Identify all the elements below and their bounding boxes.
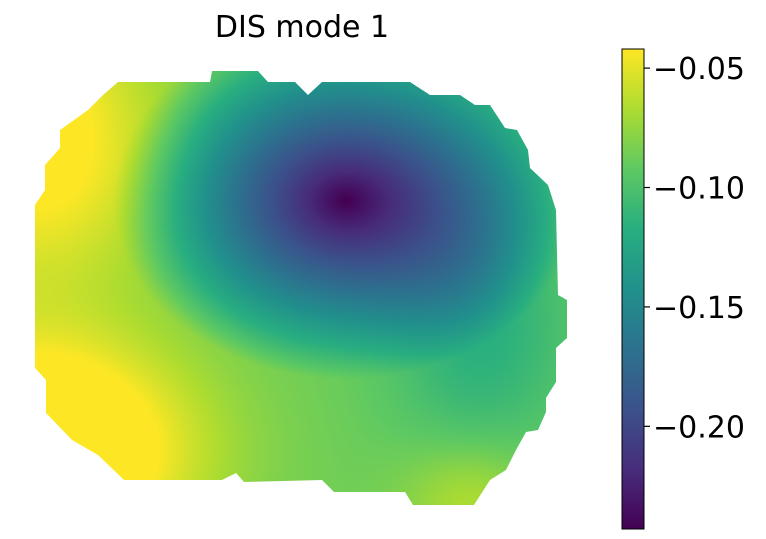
heatmap-field xyxy=(35,71,567,505)
colorbar-tick-label: −0.15 xyxy=(653,291,745,326)
chart-title: DIS mode 1 xyxy=(215,10,389,45)
colorbar-gradient xyxy=(621,48,645,530)
heatmap-canvas xyxy=(35,71,567,505)
colorbar: −0.05 −0.10 −0.15 −0.20 xyxy=(621,48,745,530)
colorbar-tick-label: −0.20 xyxy=(653,410,745,445)
colorbar-ticks: −0.05 −0.10 −0.15 −0.20 xyxy=(644,52,745,445)
colorbar-tick-label: −0.05 xyxy=(653,52,745,87)
colorbar-tick-label: −0.10 xyxy=(653,172,745,207)
